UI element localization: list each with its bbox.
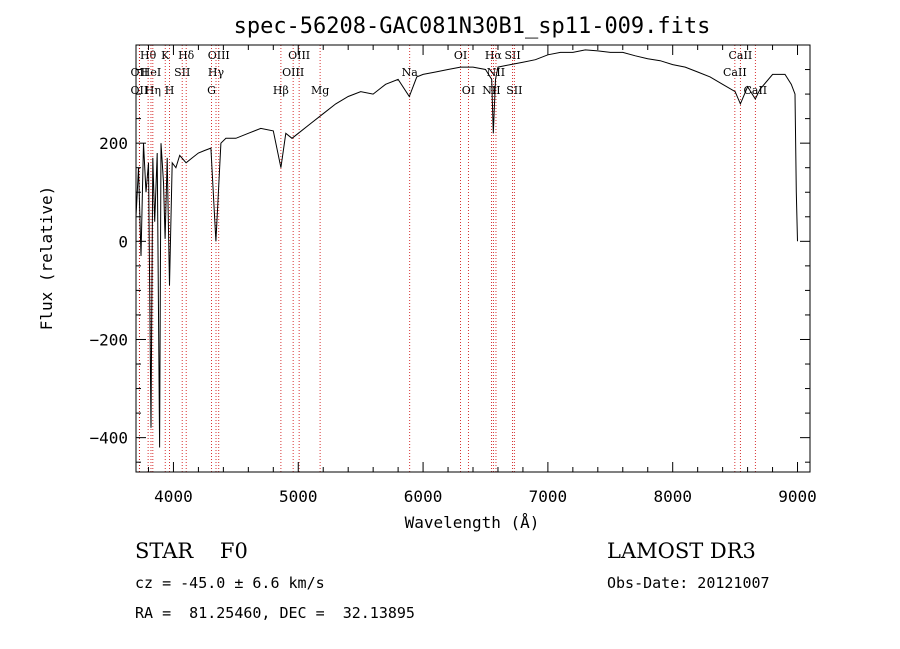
line-label: Hα (485, 49, 503, 62)
x-tick-label: 5000 (279, 487, 318, 506)
x-tick-label: 6000 (404, 487, 443, 506)
axis-ticks: 4000 5000 6000 7000 8000 9000 −400 −200 0 200 (89, 45, 817, 506)
line-label: CaII (729, 49, 753, 62)
line-label: OII (131, 84, 149, 97)
observation-date: Obs-Date: 20121007 (607, 574, 770, 592)
line-label: H (165, 84, 175, 97)
x-tick-label: 7000 (529, 487, 568, 506)
line-label: Hγ (208, 66, 225, 79)
line-label: OIII (288, 49, 310, 62)
redshift-cz: cz = -45.0 ± 6.6 km/s (135, 574, 325, 592)
line-label: Hη (145, 84, 161, 97)
spectrum-trace (135, 49, 798, 448)
survey-name: LAMOST DR3 (607, 539, 756, 563)
line-label: Hδ (178, 49, 195, 62)
line-label: Hθ (140, 49, 157, 62)
line-label: K (161, 49, 170, 62)
line-label: SII (504, 49, 520, 62)
y-tick-label: −200 (89, 330, 128, 349)
line-label: OIII (208, 49, 230, 62)
coordinates: RA = 81.25460, DEC = 32.13895 (135, 604, 415, 622)
line-label: OIII (282, 66, 304, 79)
plot-frame (135, 44, 811, 473)
line-label: Na (402, 66, 419, 79)
y-tick-label: −400 (89, 429, 128, 448)
x-tick-label: 9000 (778, 487, 817, 506)
x-axis-label: Wavelength (Å) (405, 513, 540, 532)
line-label: Mg (311, 84, 329, 97)
x-tick-label: 4000 (154, 487, 193, 506)
line-label: SII (506, 84, 522, 97)
line-label: Hβ (273, 84, 289, 97)
line-label: CaII (723, 66, 747, 79)
object-class: STAR F0 (135, 539, 248, 563)
line-label: SII (174, 66, 190, 79)
y-tick-label: 200 (99, 134, 128, 153)
line-label: OI (462, 84, 475, 97)
x-tick-label: 8000 (653, 487, 692, 506)
y-tick-label: 0 (118, 232, 128, 251)
line-label: NII (482, 84, 500, 97)
line-label: CaII (743, 84, 767, 97)
line-label: OI (454, 49, 467, 62)
chart-title: spec-56208-GAC081N30B1_sp11-009.fits (234, 14, 711, 39)
y-axis-label: Flux (relative) (37, 186, 56, 331)
line-label: HeI (141, 66, 161, 79)
line-label: G (207, 84, 216, 97)
